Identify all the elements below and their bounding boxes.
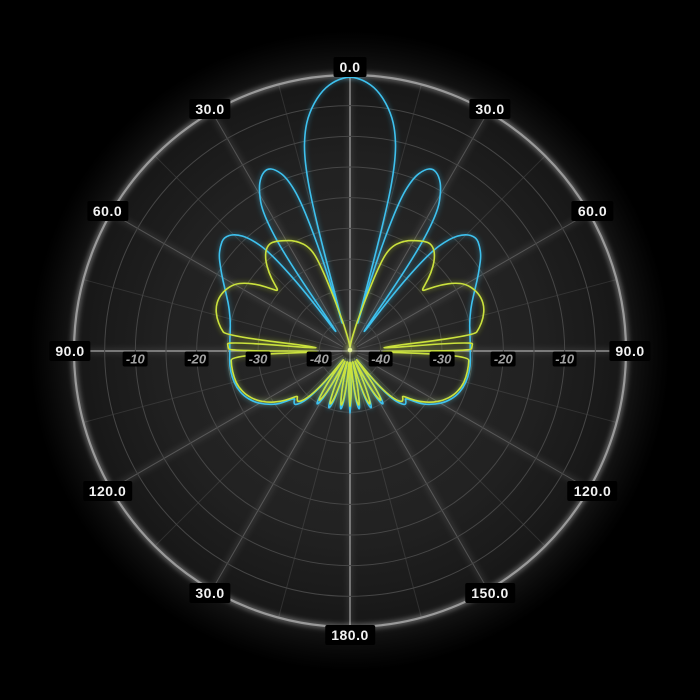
major-spoke (211, 111, 347, 345)
angle-label: 120.0 (82, 481, 133, 501)
grid-ring (196, 197, 504, 505)
center-blob (347, 347, 353, 353)
db-tick-label: -40 (368, 351, 394, 367)
major-spoke-glow (356, 352, 591, 493)
angle-label: 90.0 (609, 341, 651, 361)
major-spoke-glow (356, 209, 591, 350)
angle-label: 30.0 (469, 98, 511, 119)
minor-spoke (154, 356, 345, 547)
minor-spoke (154, 155, 345, 346)
db-tick-label: -30 (245, 351, 271, 367)
minor-spoke (355, 356, 546, 547)
major-spoke-glow (109, 209, 344, 350)
grid-ring (165, 166, 535, 536)
minor-spoke (351, 358, 422, 618)
grid-ring (134, 135, 566, 567)
db-tick-label: -20 (490, 351, 516, 367)
major-spoke (110, 212, 344, 348)
grid-ring (104, 105, 596, 597)
major-spoke (356, 354, 590, 490)
angle-label: 0.0 (333, 57, 367, 77)
soft-spoke-glow-group (74, 75, 626, 627)
minor-spoke (357, 279, 617, 350)
major-spoke (110, 354, 344, 490)
major-spoke (353, 111, 489, 345)
major-spoke-glow (351, 110, 492, 345)
db-tick-label: -30 (429, 351, 455, 367)
db-tick-label: -10 (552, 351, 578, 367)
minor-spoke (278, 358, 349, 618)
minor-spoke (83, 352, 343, 423)
angle-label: 60.0 (86, 201, 129, 221)
db-tick-label: -10 (122, 351, 148, 367)
db-tick-label: -20 (184, 351, 210, 367)
minor-spoke (357, 352, 617, 423)
angle-label: 90.0 (49, 341, 91, 361)
angle-label: 30.0 (189, 98, 231, 119)
angle-label: 180.0 (325, 625, 375, 645)
angle-label: 120.0 (567, 481, 618, 501)
pattern-blue-trace (218, 76, 482, 414)
angle-label: 150.0 (465, 583, 515, 604)
major-spoke-glow (109, 352, 344, 493)
angle-label: 30.0 (189, 583, 231, 604)
minor-spoke (355, 155, 546, 346)
angle-label: 60.0 (571, 201, 614, 221)
minor-spoke (83, 279, 343, 350)
major-spoke (356, 212, 590, 348)
grid-ring (226, 227, 474, 475)
db-tick-label: -40 (306, 351, 332, 367)
major-spoke-glow (208, 110, 349, 345)
